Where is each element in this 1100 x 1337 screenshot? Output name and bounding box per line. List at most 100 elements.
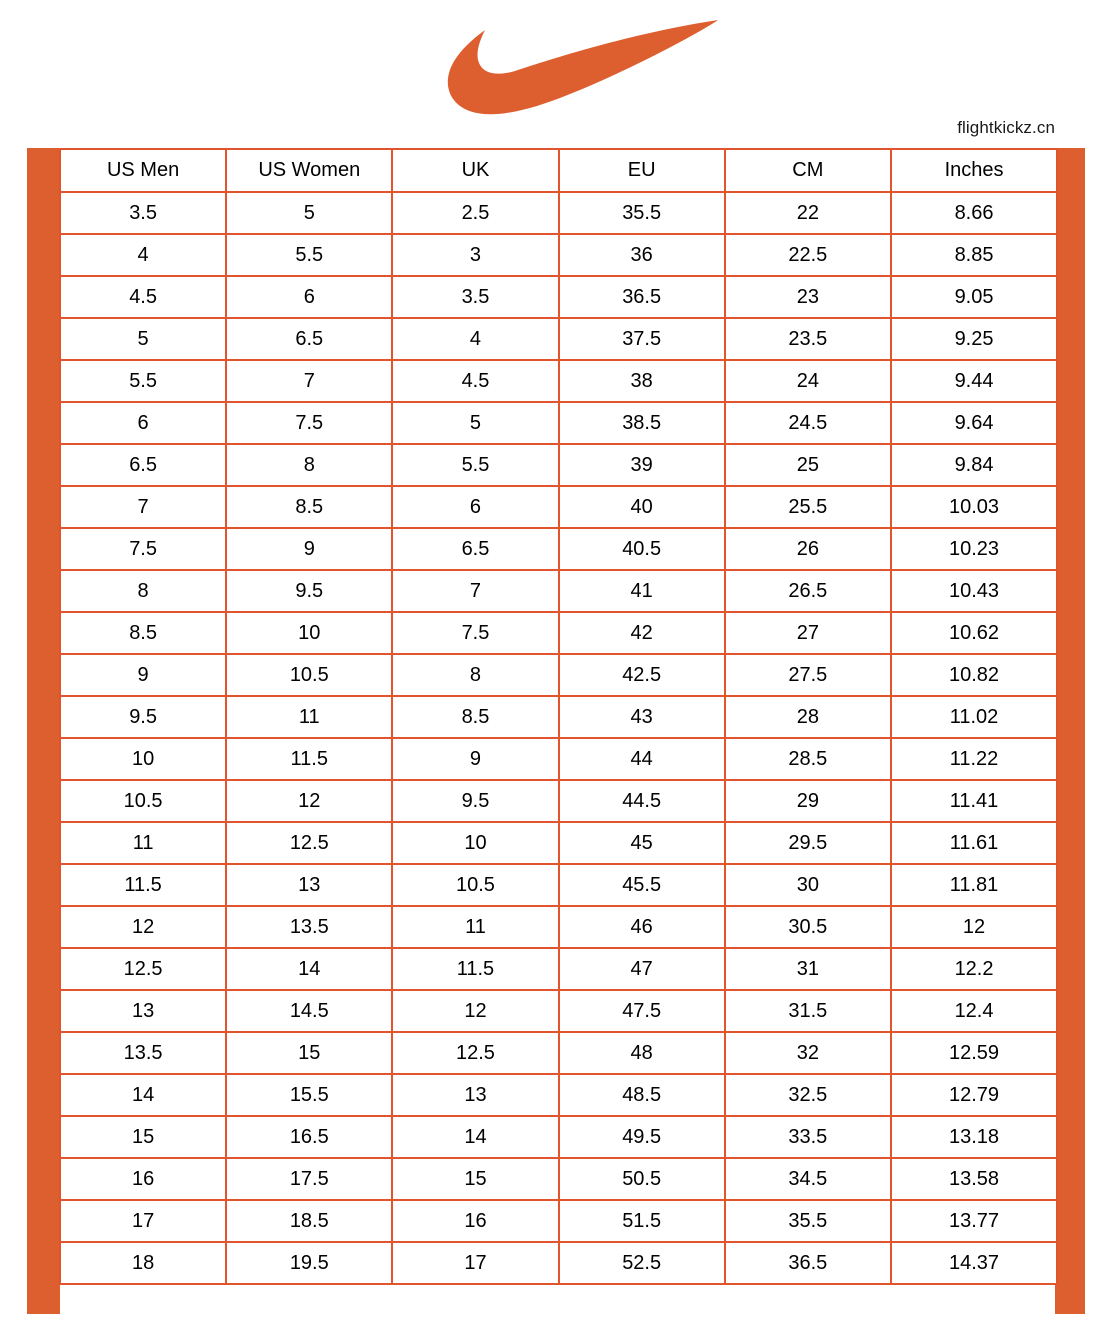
cell-us-men: 9: [58, 653, 228, 697]
cell-eu: 48.5: [557, 1073, 726, 1117]
cell-us-women: 12.5: [225, 821, 394, 865]
cell-us-men: 7: [58, 485, 228, 529]
cell-eu: 38: [557, 359, 726, 403]
column-header-inches: Inches: [889, 148, 1059, 193]
cell-inches: 12.79: [889, 1073, 1059, 1117]
column-header-cm: CM: [723, 148, 892, 193]
cell-uk: 10.5: [391, 863, 560, 907]
cell-eu: 50.5: [557, 1157, 726, 1201]
cell-us-women: 6.5: [225, 317, 394, 361]
cell-inches: 9.44: [889, 359, 1059, 403]
cell-inches: 9.25: [889, 317, 1059, 361]
cell-us-women: 8: [225, 443, 394, 487]
column-header-us-men: US Men: [58, 148, 228, 193]
cell-us-men: 14: [58, 1073, 228, 1117]
table-row: 9.5 11 8.5 43 28 11.02: [58, 695, 1059, 739]
cell-cm: 23: [723, 275, 892, 319]
cell-inches: 10.43: [889, 569, 1059, 613]
cell-us-women: 11: [225, 695, 394, 739]
table-row: 7.5 9 6.5 40.5 26 10.23: [58, 527, 1059, 571]
table-row: 13 14.5 12 47.5 31.5 12.4: [58, 989, 1059, 1033]
cell-inches: 12.59: [889, 1031, 1059, 1075]
table-row: 11.5 13 10.5 45.5 30 11.81: [58, 863, 1059, 907]
cell-uk: 5.5: [391, 443, 560, 487]
cell-eu: 49.5: [557, 1115, 726, 1159]
cell-inches: 8.66: [889, 191, 1059, 235]
cell-cm: 31.5: [723, 989, 892, 1033]
cell-eu: 52.5: [557, 1241, 726, 1285]
cell-us-women: 11.5: [225, 737, 394, 781]
table-row: 10 11.5 9 44 28.5 11.22: [58, 737, 1059, 781]
column-header-us-women: US Women: [225, 148, 394, 193]
cell-eu: 47.5: [557, 989, 726, 1033]
cell-inches: 9.05: [889, 275, 1059, 319]
cell-us-women: 6: [225, 275, 394, 319]
cell-eu: 40.5: [557, 527, 726, 571]
cell-us-women: 14.5: [225, 989, 394, 1033]
table-row: 4.5 6 3.5 36.5 23 9.05: [58, 275, 1059, 319]
cell-uk: 4.5: [391, 359, 560, 403]
logo-area: [0, 0, 1100, 130]
cell-uk: 17: [391, 1241, 560, 1285]
cell-uk: 9.5: [391, 779, 560, 823]
cell-eu: 42.5: [557, 653, 726, 697]
cell-eu: 41: [557, 569, 726, 613]
cell-eu: 42: [557, 611, 726, 655]
cell-uk: 6.5: [391, 527, 560, 571]
cell-eu: 48: [557, 1031, 726, 1075]
cell-inches: 11.81: [889, 863, 1059, 907]
cell-cm: 26.5: [723, 569, 892, 613]
cell-us-women: 17.5: [225, 1157, 394, 1201]
cell-cm: 27.5: [723, 653, 892, 697]
cell-us-women: 7: [225, 359, 394, 403]
cell-us-men: 7.5: [58, 527, 228, 571]
column-header-uk: UK: [391, 148, 560, 193]
cell-us-men: 6: [58, 401, 228, 445]
cell-uk: 5: [391, 401, 560, 445]
table-row: 3.5 5 2.5 35.5 22 8.66: [58, 191, 1059, 235]
cell-uk: 16: [391, 1199, 560, 1243]
cell-eu: 37.5: [557, 317, 726, 361]
table-row: 6.5 8 5.5 39 25 9.84: [58, 443, 1059, 487]
cell-cm: 32: [723, 1031, 892, 1075]
cell-cm: 22: [723, 191, 892, 235]
cell-us-men: 5.5: [58, 359, 228, 403]
cell-cm: 34.5: [723, 1157, 892, 1201]
cell-uk: 8.5: [391, 695, 560, 739]
cell-us-women: 9.5: [225, 569, 394, 613]
cell-us-men: 13.5: [58, 1031, 228, 1075]
table-row: 5 6.5 4 37.5 23.5 9.25: [58, 317, 1059, 361]
cell-us-men: 5: [58, 317, 228, 361]
cell-inches: 11.22: [889, 737, 1059, 781]
cell-us-women: 15: [225, 1031, 394, 1075]
watermark-text: flightkickz.cn: [957, 118, 1055, 137]
shoe-size-table: US Men US Women UK EU CM Inches 3.5 5 2.5 35.5 22…: [58, 148, 1059, 1285]
cell-eu: 44: [557, 737, 726, 781]
cell-us-women: 14: [225, 947, 394, 991]
cell-cm: 27: [723, 611, 892, 655]
cell-inches: 12.4: [889, 989, 1059, 1033]
cell-us-women: 15.5: [225, 1073, 394, 1117]
cell-us-women: 10.5: [225, 653, 394, 697]
cell-inches: 11.02: [889, 695, 1059, 739]
cell-eu: 36: [557, 233, 726, 277]
cell-inches: 12: [889, 905, 1059, 949]
cell-cm: 28.5: [723, 737, 892, 781]
cell-uk: 7.5: [391, 611, 560, 655]
cell-cm: 30: [723, 863, 892, 907]
cell-cm: 28: [723, 695, 892, 739]
cell-us-men: 10: [58, 737, 228, 781]
cell-uk: 9: [391, 737, 560, 781]
cell-inches: 9.64: [889, 401, 1059, 445]
cell-eu: 39: [557, 443, 726, 487]
cell-us-men: 4.5: [58, 275, 228, 319]
accent-bar-right: [1055, 148, 1085, 1314]
nike-swoosh-icon: [447, 20, 718, 115]
cell-eu: 36.5: [557, 275, 726, 319]
cell-us-women: 13: [225, 863, 394, 907]
cell-eu: 46: [557, 905, 726, 949]
cell-cm: 26: [723, 527, 892, 571]
table-row: 6 7.5 5 38.5 24.5 9.64: [58, 401, 1059, 445]
cell-us-women: 12: [225, 779, 394, 823]
cell-us-men: 17: [58, 1199, 228, 1243]
